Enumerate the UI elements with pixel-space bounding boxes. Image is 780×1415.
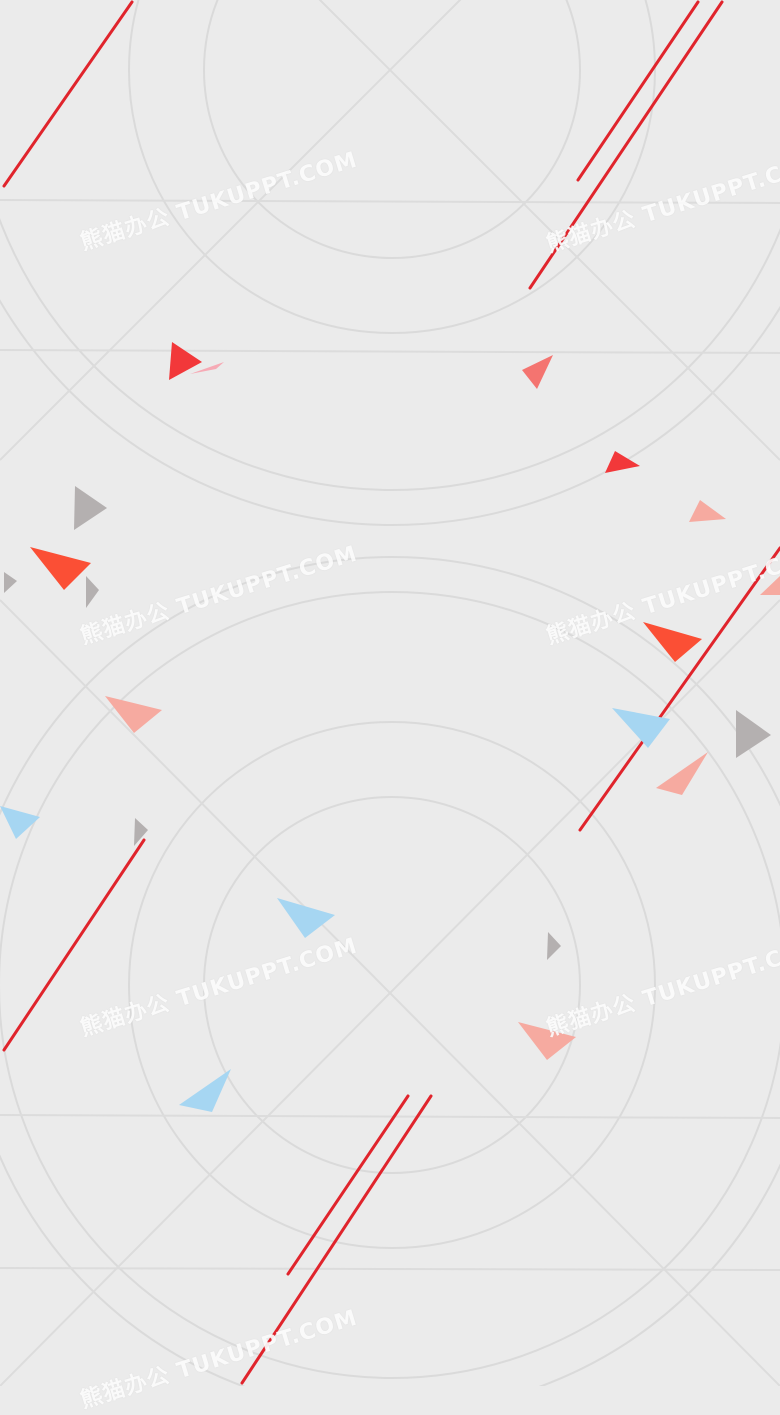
gray-triangle — [4, 572, 17, 593]
pink-triangle — [656, 752, 708, 795]
gray-triangle — [74, 486, 107, 530]
blue-triangle — [0, 806, 40, 839]
red-triangle — [605, 451, 640, 473]
coral-triangle — [522, 355, 553, 389]
red-triangle — [169, 342, 202, 380]
guide-circles — [0, 0, 780, 1386]
red-accent-lines — [2, 0, 780, 1385]
gray-triangle — [547, 932, 561, 960]
pink-triangle — [760, 576, 780, 595]
orange-triangle — [30, 547, 91, 590]
confetti-triangles — [0, 342, 780, 1112]
pink-triangle — [190, 362, 224, 374]
blue-triangle — [277, 898, 335, 938]
guide-lines — [0, 0, 780, 1386]
gray-triangle — [736, 710, 771, 758]
gray-triangle — [86, 576, 99, 608]
pink-triangle — [689, 500, 726, 522]
background-graphic — [0, 0, 780, 1386]
gray-triangle — [134, 818, 148, 846]
pink-triangle — [105, 696, 162, 733]
pink-triangle — [518, 1022, 576, 1060]
blue-triangle — [179, 1069, 231, 1112]
blue-triangle — [612, 708, 670, 748]
orange-triangle — [643, 622, 702, 662]
